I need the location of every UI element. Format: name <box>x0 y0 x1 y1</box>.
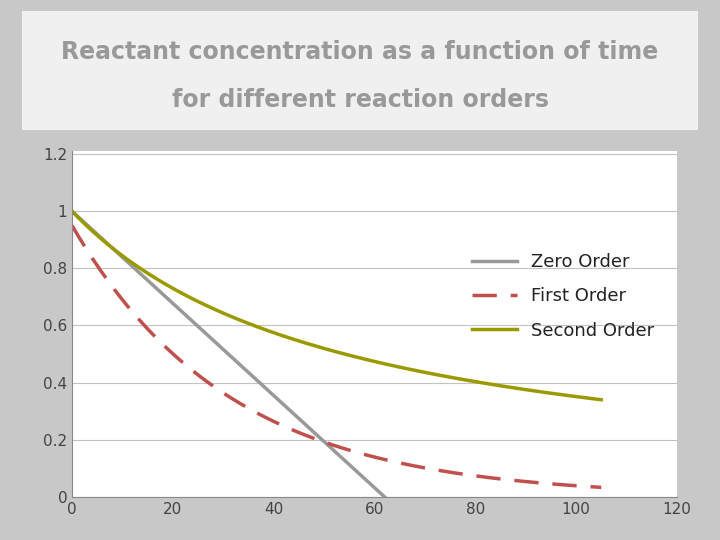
Second Order <box>69 210 78 216</box>
First Order <box>383 457 392 463</box>
Line: Second Order: Second Order <box>72 211 601 400</box>
First Order <box>68 222 76 229</box>
Text: Reactant concentration as a function of time: Reactant concentration as a function of … <box>61 40 659 64</box>
Zero Order <box>380 494 389 500</box>
Second Order <box>68 208 76 214</box>
First Order <box>392 459 400 465</box>
Text: for different reaction orders: for different reaction orders <box>171 88 549 112</box>
First Order <box>513 477 522 484</box>
Second Order <box>547 390 556 396</box>
Second Order <box>383 361 392 368</box>
Second Order <box>513 385 522 392</box>
First Order <box>381 456 390 463</box>
First Order <box>69 225 78 232</box>
Zero Order <box>68 208 76 214</box>
Line: Zero Order: Zero Order <box>72 211 384 497</box>
Zero Order <box>68 209 77 215</box>
Zero Order <box>331 449 340 455</box>
Second Order <box>381 361 390 367</box>
Zero Order <box>253 378 262 384</box>
Legend: Zero Order, First Order, Second Order: Zero Order, First Order, Second Order <box>464 246 662 347</box>
Zero Order <box>351 467 359 473</box>
First Order <box>597 484 606 491</box>
Second Order <box>597 396 606 403</box>
Zero Order <box>259 383 268 389</box>
Line: First Order: First Order <box>72 226 601 488</box>
Second Order <box>392 363 400 369</box>
First Order <box>547 481 556 487</box>
Zero Order <box>253 377 261 383</box>
